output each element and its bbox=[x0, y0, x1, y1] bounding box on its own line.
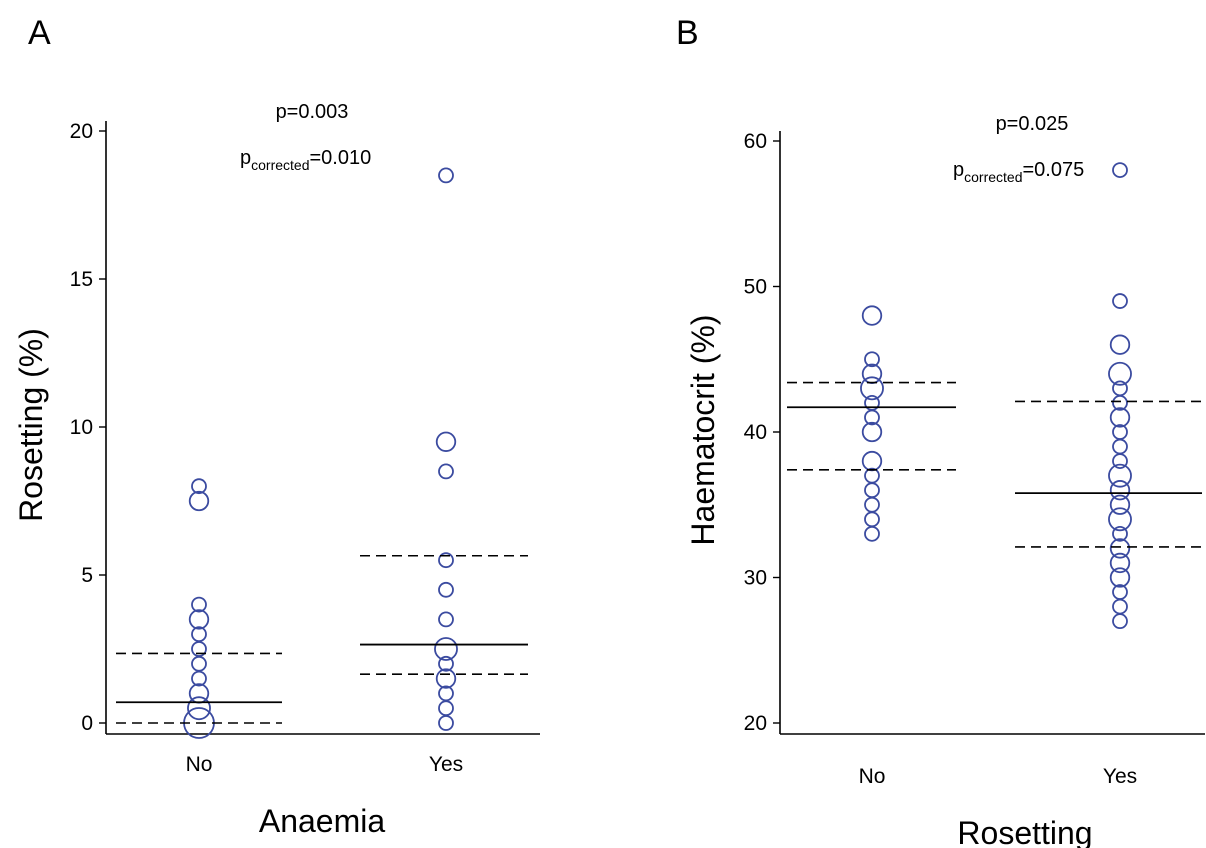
panel-b-point-yes bbox=[1112, 162, 1128, 179]
panel-b-point-yes bbox=[1109, 480, 1131, 501]
panel-b-point-yes bbox=[1112, 424, 1128, 440]
panel-b-point-no bbox=[860, 376, 884, 401]
panel-a-point-yes bbox=[438, 685, 454, 702]
panel-b-x-tick-label-yes: Yes bbox=[1103, 765, 1137, 788]
panel-a: A p=0.003 pcorrected=0.010 Rosetting (%)… bbox=[13, 14, 540, 839]
panel-a-point-yes bbox=[438, 715, 454, 731]
panel-a-point-yes bbox=[438, 167, 454, 184]
panel-b-point-no bbox=[864, 394, 880, 411]
panel-a-point-no bbox=[191, 478, 207, 495]
panel-b-y-tick-label: 30 bbox=[744, 567, 767, 590]
panel-b-letter: B bbox=[676, 14, 699, 52]
panel-b-x-axis-title: Rosetting bbox=[957, 815, 1092, 848]
panel-b-point-yes bbox=[1109, 538, 1131, 559]
panel-a-point-yes bbox=[438, 700, 454, 717]
panel-b-point-no bbox=[861, 363, 883, 384]
panel-b-point-yes bbox=[1112, 453, 1128, 470]
panel-a-point-yes bbox=[435, 431, 457, 452]
panel-a-point-no bbox=[191, 596, 207, 613]
panel-b-point-yes bbox=[1112, 584, 1128, 600]
panel-a-point-no bbox=[188, 683, 210, 704]
panel-b-point-yes bbox=[1109, 552, 1131, 574]
panel-b-point-no bbox=[864, 351, 880, 368]
panel-b-point-yes bbox=[1108, 463, 1132, 488]
panel-a-point-no bbox=[188, 490, 210, 512]
panel-b-point-no bbox=[864, 496, 880, 513]
panel-b-point-no bbox=[864, 482, 880, 499]
panel-b-point-yes bbox=[1112, 613, 1128, 630]
panel-b-y-axis-title: Haematocrit (%) bbox=[685, 314, 721, 545]
panel-a-y-tick-label: 5 bbox=[81, 564, 93, 587]
panel-b-point-yes bbox=[1112, 380, 1128, 397]
panel-a-x-tick-label-no: No bbox=[186, 753, 213, 776]
panel-b-point-yes bbox=[1112, 598, 1128, 615]
panel-a-point-yes bbox=[438, 581, 454, 598]
panel-a-point-yes bbox=[438, 611, 454, 628]
panel-a-point-no bbox=[191, 655, 207, 672]
panel-a-point-yes bbox=[438, 552, 454, 569]
panel-b-point-no bbox=[861, 305, 883, 326]
panel-b-p-corrected-value: =0.075 bbox=[1022, 159, 1084, 181]
panel-b-point-no bbox=[861, 421, 883, 443]
panel-b-y-tick-label: 50 bbox=[744, 276, 767, 299]
panel-b-point-no bbox=[861, 450, 883, 472]
panel-a-y-tick-label: 0 bbox=[81, 712, 93, 735]
panel-b-point-no bbox=[864, 511, 880, 528]
panel-a-y-tick-label: 15 bbox=[70, 268, 93, 291]
panel-a-p-corrected: pcorrected=0.010 bbox=[240, 147, 371, 173]
panel-b-point-yes bbox=[1112, 438, 1128, 455]
panel-a-y-tick-label: 20 bbox=[70, 120, 93, 143]
panel-b-y-tick-label: 40 bbox=[744, 421, 767, 444]
panel-a-point-yes bbox=[438, 655, 454, 672]
panel-a-p-corrected-value: =0.010 bbox=[309, 147, 371, 169]
panel-b-p-value: p=0.025 bbox=[996, 113, 1069, 135]
panel-b: B p=0.025 pcorrected=0.075 Haematocrit (… bbox=[676, 14, 1205, 848]
panel-a-point-yes bbox=[434, 637, 458, 661]
panel-b-point-no bbox=[864, 525, 880, 542]
panel-a-letter: A bbox=[28, 14, 51, 52]
panel-a-y-tick-label: 10 bbox=[70, 416, 93, 439]
panel-b-p-corrected-sub: corrected bbox=[964, 169, 1022, 185]
panel-a-point-yes bbox=[438, 463, 454, 480]
panel-b-x-tick-label-no: No bbox=[859, 765, 886, 788]
panel-a-point-no bbox=[191, 626, 207, 643]
panel-b-y-tick-label: 20 bbox=[744, 712, 767, 735]
panel-b-point-yes bbox=[1108, 507, 1132, 532]
panel-b-point-no bbox=[864, 467, 880, 484]
panel-b-y-tick-label: 60 bbox=[744, 130, 767, 153]
panel-a-point-yes bbox=[435, 668, 457, 689]
panel-a-p-value: p=0.003 bbox=[276, 101, 349, 123]
panel-b-point-yes bbox=[1112, 525, 1128, 542]
panel-a-point-no bbox=[187, 696, 211, 721]
panel-a-x-tick-label-yes: Yes bbox=[429, 753, 463, 776]
panel-a-p-corrected-prefix: p bbox=[240, 147, 251, 169]
panel-b-point-yes bbox=[1109, 334, 1131, 355]
panel-b-p-corrected-prefix: p bbox=[953, 159, 964, 181]
panel-a-x-axis-title: Anaemia bbox=[259, 803, 386, 839]
panel-b-p-corrected: pcorrected=0.075 bbox=[953, 159, 1084, 185]
panel-b-point-yes bbox=[1109, 407, 1131, 428]
panel-a-y-axis-title: Rosetting (%) bbox=[13, 328, 49, 522]
panel-b-point-yes bbox=[1112, 293, 1128, 309]
panel-b-point-yes bbox=[1109, 567, 1131, 588]
panel-a-p-corrected-sub: corrected bbox=[251, 157, 309, 173]
panel-a-point-no bbox=[188, 609, 210, 630]
panel-b-point-yes bbox=[1108, 361, 1132, 386]
panel-b-point-yes bbox=[1109, 494, 1131, 515]
